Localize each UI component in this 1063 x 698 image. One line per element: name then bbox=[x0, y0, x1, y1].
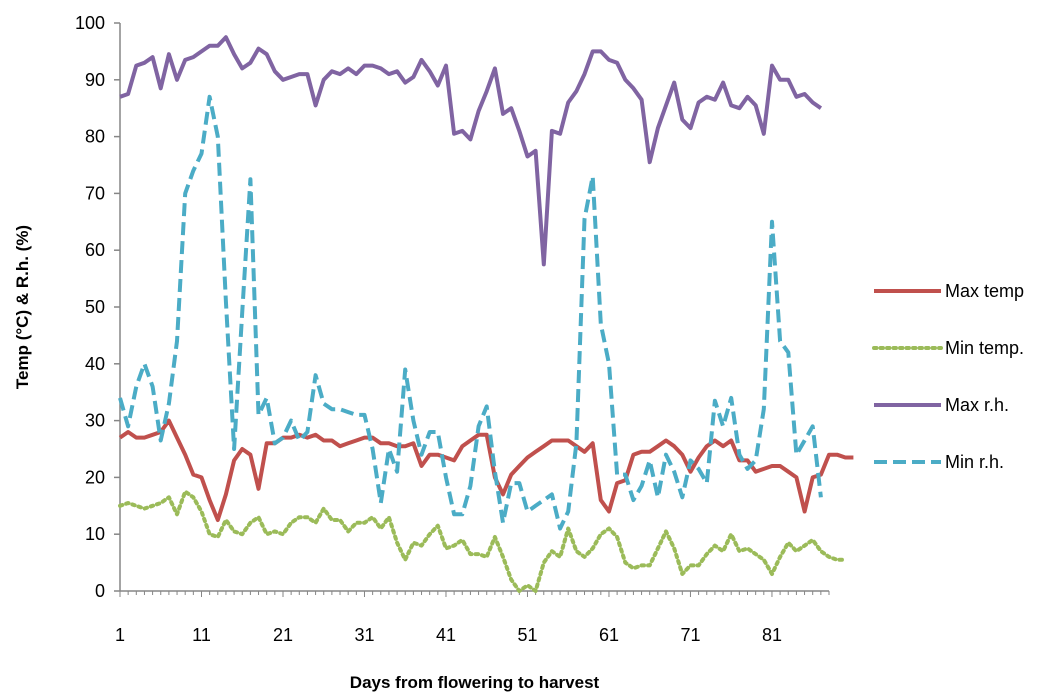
x-tick-label: 41 bbox=[436, 625, 456, 645]
legend-label: Min r.h. bbox=[945, 452, 1004, 472]
series-line-max-r-h bbox=[119, 35, 823, 267]
y-tick-label: 80 bbox=[85, 127, 105, 147]
y-tick-label: 70 bbox=[85, 183, 105, 203]
y-tick-label: 40 bbox=[85, 354, 105, 374]
y-axis-ticks: 0 10 20 30 40 50 60 70 80 90 100 bbox=[75, 13, 120, 601]
y-tick-label: 10 bbox=[85, 524, 105, 544]
x-axis-ticks: 1 11 21 31 41 51 61 71 81 bbox=[115, 591, 830, 645]
y-tick-label: 0 bbox=[95, 581, 105, 601]
y-tick-label: 20 bbox=[85, 467, 105, 487]
series-line-min-r-h bbox=[118, 94, 823, 531]
legend: Max temp Min temp. Max r.h. Min r.h. bbox=[872, 281, 1024, 472]
y-tick-label: 60 bbox=[85, 240, 105, 260]
y-tick-label: 100 bbox=[75, 13, 105, 33]
x-axis-title: Days from flowering to harvest bbox=[350, 673, 600, 692]
y-tick-label: 90 bbox=[85, 70, 105, 90]
x-tick-label: 11 bbox=[192, 625, 211, 645]
legend-label: Min temp. bbox=[945, 338, 1024, 358]
x-tick-label: 31 bbox=[354, 625, 374, 645]
y-tick-label: 30 bbox=[85, 411, 105, 431]
x-tick-label: 71 bbox=[680, 625, 700, 645]
series-line-max-temp bbox=[118, 418, 854, 522]
x-tick-label: 21 bbox=[273, 625, 293, 645]
x-tick-label: 81 bbox=[762, 625, 782, 645]
series-lines bbox=[118, 35, 854, 593]
y-tick-label: 50 bbox=[85, 297, 105, 317]
legend-label: Max temp bbox=[945, 281, 1024, 301]
y-axis-title: Temp (°C) & R.h. (%) bbox=[13, 225, 32, 389]
x-tick-label: 1 bbox=[115, 625, 125, 645]
x-tick-label: 61 bbox=[599, 625, 619, 645]
x-tick-label: 51 bbox=[517, 625, 537, 645]
legend-label: Max r.h. bbox=[945, 395, 1009, 415]
series-line-min-temp bbox=[118, 489, 848, 593]
